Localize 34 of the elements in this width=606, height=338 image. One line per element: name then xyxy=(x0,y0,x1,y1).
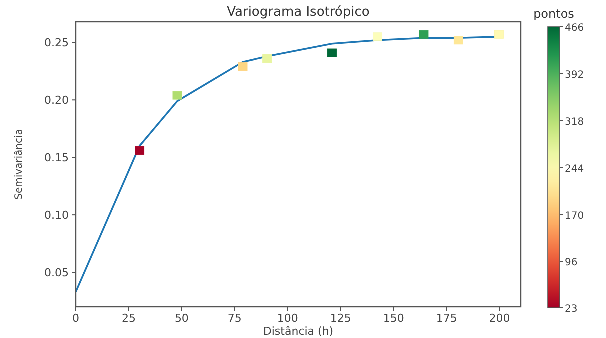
x-tick-label: 75 xyxy=(228,312,242,325)
x-tick-label: 125 xyxy=(330,312,352,325)
color-bar-label: 392 xyxy=(565,70,584,81)
y-tick-label: 0.05 xyxy=(44,266,69,280)
color-bar-label: 96 xyxy=(565,258,578,269)
color-bar-label: 244 xyxy=(565,164,584,175)
color-bar-title: pontos xyxy=(534,7,574,21)
y-axis-title: Semivariância xyxy=(14,129,25,200)
y-tick-label: 0.20 xyxy=(44,94,69,108)
point xyxy=(454,36,464,45)
point xyxy=(238,62,248,72)
point xyxy=(172,91,182,100)
chart-title: Variograma Isotrópico xyxy=(227,5,370,20)
color-bar-label: 23 xyxy=(565,304,578,315)
x-tick-label: 0 xyxy=(72,312,80,325)
x-axis-title: Distância (h) xyxy=(263,325,334,338)
point xyxy=(419,30,429,39)
x-tick-label: 50 xyxy=(174,312,189,325)
point xyxy=(327,48,337,58)
point xyxy=(373,32,382,42)
color-bar-label: 318 xyxy=(565,116,584,128)
x-tick-label: 175 xyxy=(436,312,458,325)
point xyxy=(135,146,145,155)
color-bar-label: 170 xyxy=(565,210,584,222)
x-tick-label: 25 xyxy=(122,312,136,325)
y-tick-label: 0.25 xyxy=(44,36,69,50)
point xyxy=(262,54,272,64)
y-tick-label: 0.10 xyxy=(44,209,69,222)
x-tick-label: 200 xyxy=(489,312,510,325)
color-bar-label: 466 xyxy=(565,23,584,34)
x-tick-label: 150 xyxy=(383,312,404,325)
x-tick-label: 100 xyxy=(277,312,298,325)
y-tick-label: 0.15 xyxy=(44,152,69,165)
point xyxy=(494,30,504,39)
